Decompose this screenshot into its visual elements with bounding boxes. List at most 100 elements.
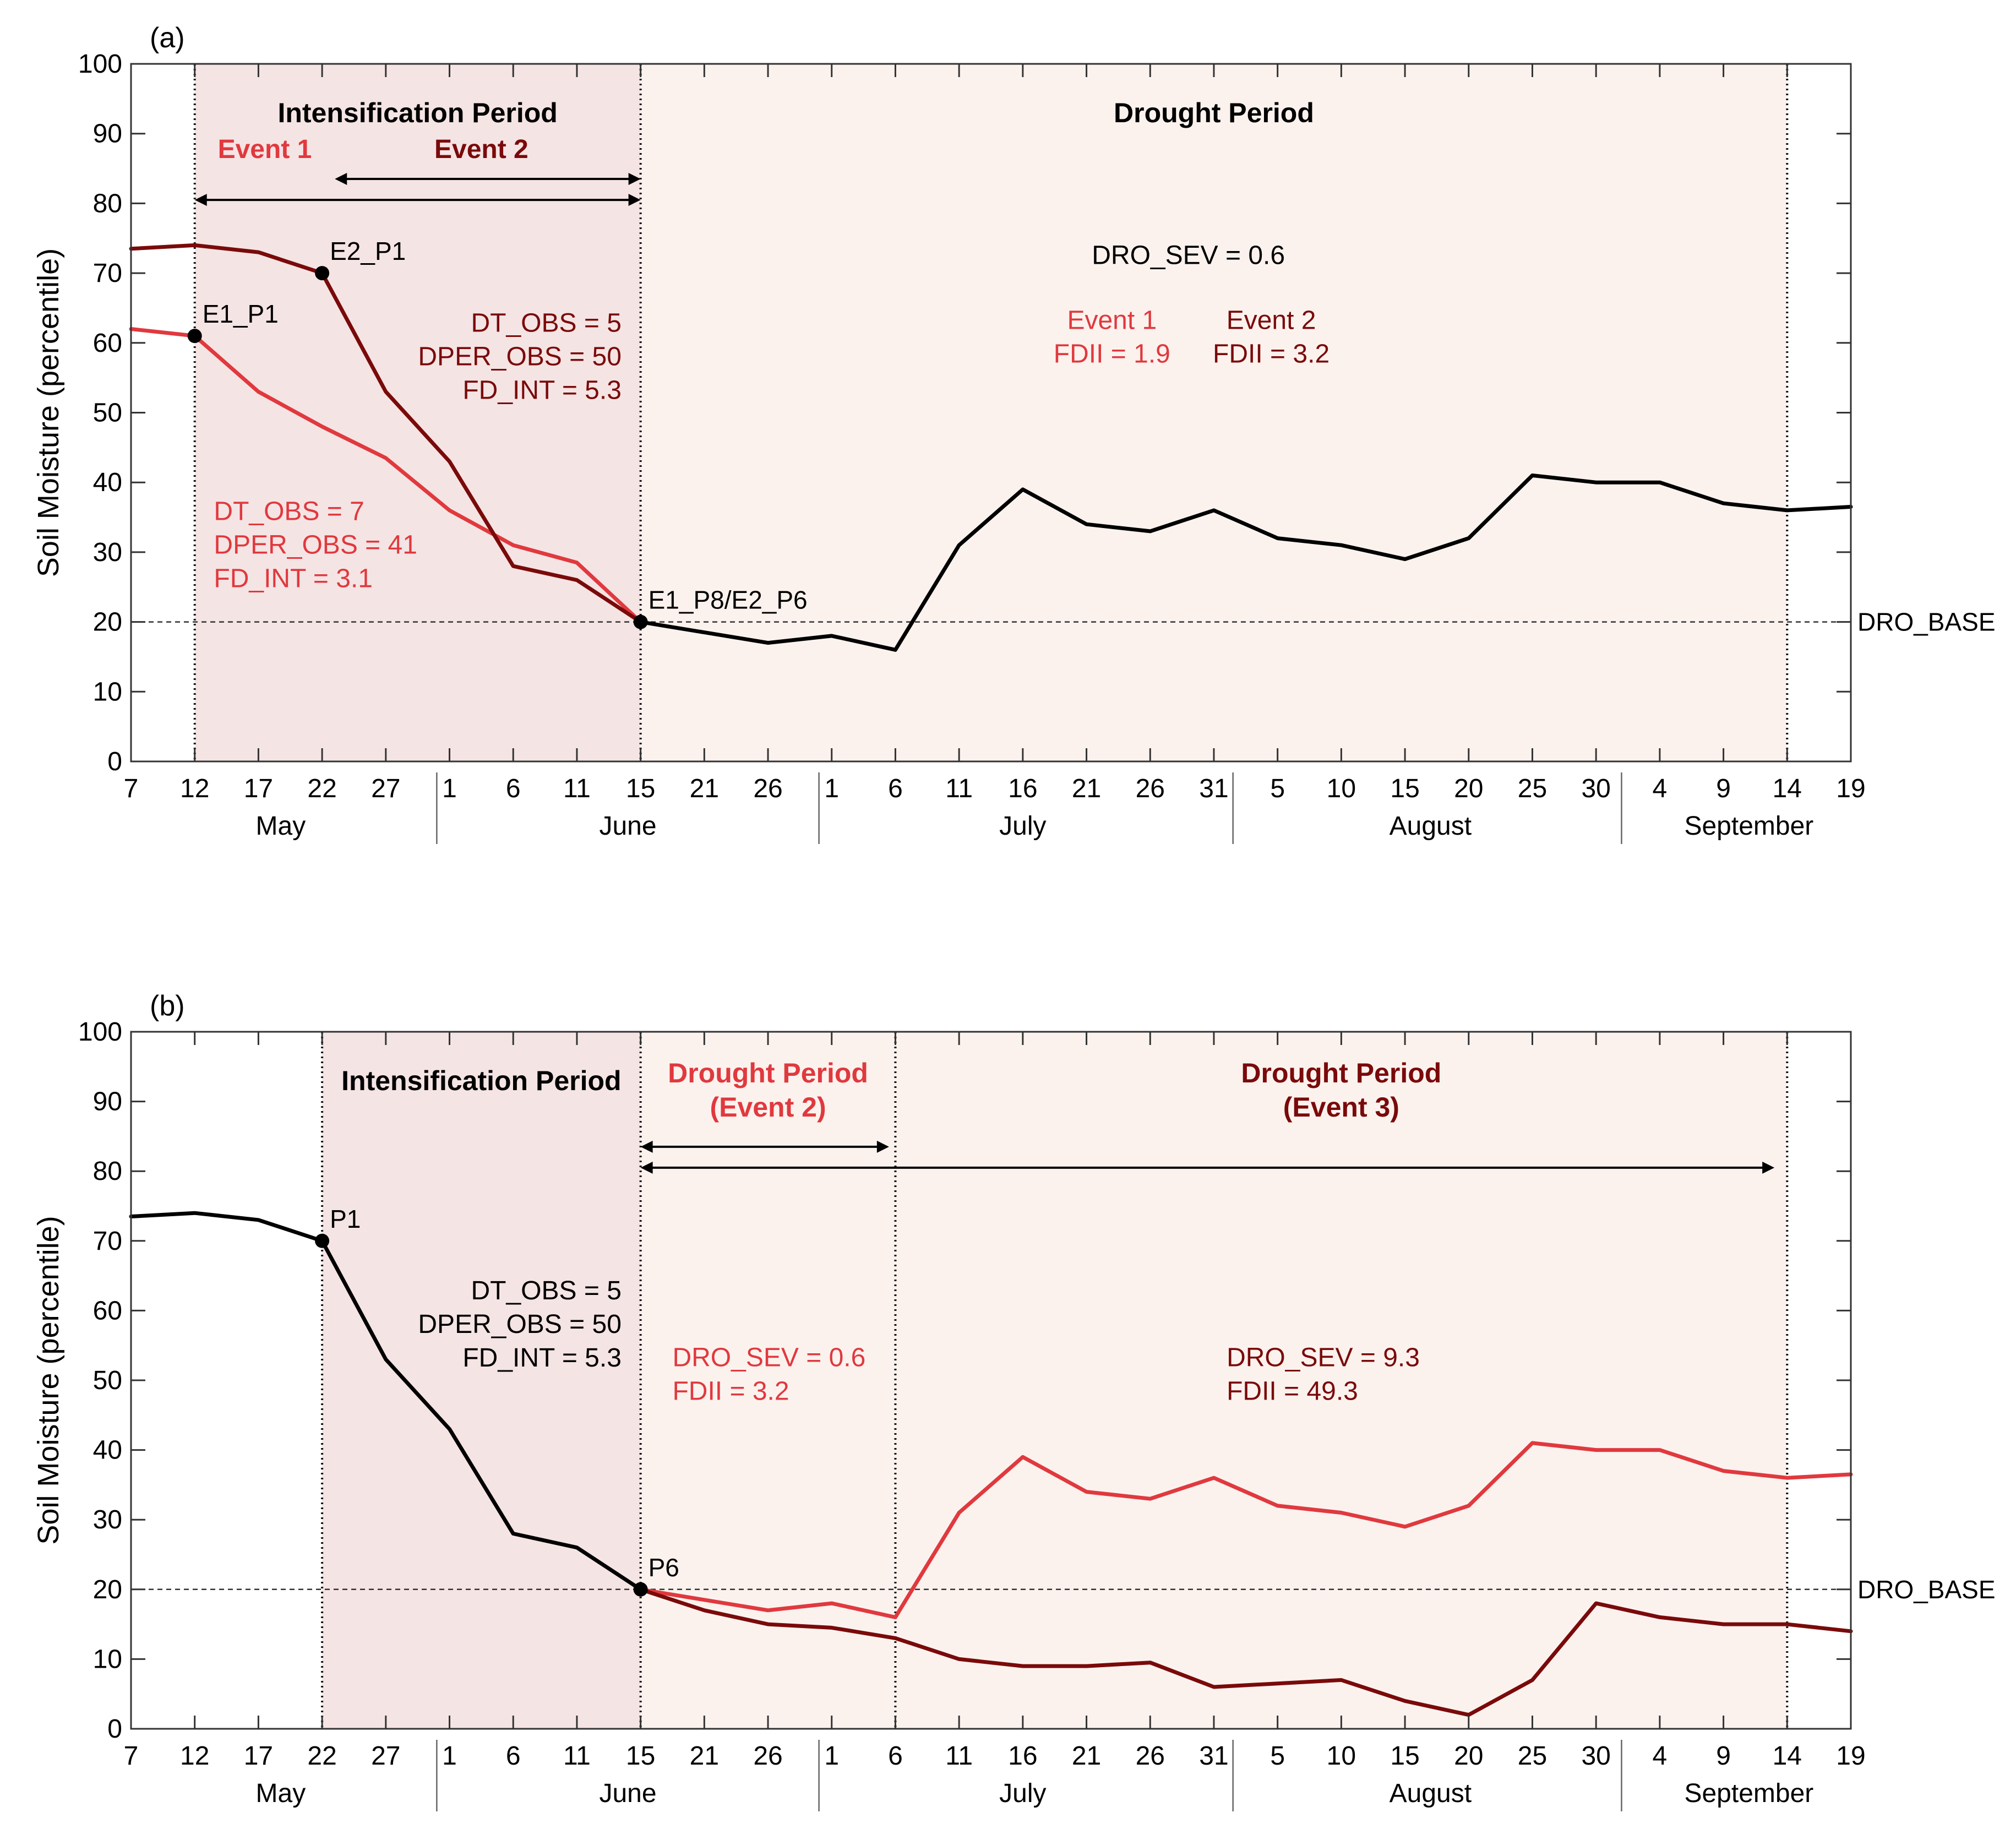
series-line-drought — [639, 473, 1853, 652]
arrow-head-right — [876, 1140, 889, 1153]
annotation-text: FDII = 3.2 — [1213, 339, 1330, 368]
y-tick-label: 80 — [93, 1157, 122, 1186]
x-tick-label: 19 — [1836, 1741, 1865, 1771]
month-label: September — [1684, 1779, 1813, 1808]
x-tick-label: 12 — [180, 1741, 209, 1771]
annotation-text: DT_OBS = 5 — [471, 309, 621, 338]
period-title: Drought Period (Event 3) — [1241, 1058, 1441, 1123]
x-tick-label: 5 — [1270, 1741, 1285, 1771]
annotation-text: DT_OBS = 7 — [214, 497, 364, 526]
y-tick-label: 70 — [93, 259, 122, 288]
y-tick-label: 10 — [93, 677, 122, 706]
x-tick-label: 22 — [307, 1741, 336, 1771]
annotation-text: Event 2 — [1227, 306, 1316, 335]
y-tick-label: 40 — [93, 468, 122, 497]
y-tick-label: 90 — [93, 119, 122, 149]
x-tick-label: 21 — [1072, 1741, 1101, 1771]
key-point-label: E1_P1 — [203, 300, 279, 328]
series-line-event-3 — [639, 1587, 1853, 1717]
annotation-text: FD_INT = 5.3 — [462, 376, 622, 405]
month-label: June — [599, 812, 656, 841]
x-tick-label: 10 — [1327, 1741, 1356, 1771]
panel-label: (b) — [150, 990, 185, 1022]
annotation-text: DRO_SEV = 0.6 — [1092, 241, 1285, 270]
y-tick-label: 0 — [107, 747, 122, 776]
month-label: May — [256, 1779, 306, 1808]
x-tick-label: 16 — [1008, 774, 1037, 803]
key-point-marker — [633, 614, 648, 629]
y-tick-label: 60 — [93, 1296, 122, 1325]
annotation-text: FDII = 1.9 — [1054, 339, 1170, 368]
annotation-text: DRO_SEV = 9.3 — [1227, 1343, 1420, 1373]
x-tick-label: 27 — [371, 1741, 400, 1771]
month-label: August — [1390, 1779, 1472, 1808]
x-tick-label: 7 — [124, 774, 139, 803]
panel-label: (a) — [150, 22, 185, 54]
x-tick-label: 6 — [888, 1741, 903, 1771]
x-tick-label: 1 — [442, 1741, 457, 1771]
x-tick-label: 4 — [1653, 1741, 1668, 1771]
x-tick-label: 25 — [1518, 774, 1547, 803]
month-label: September — [1684, 812, 1813, 841]
x-tick-label: 22 — [307, 774, 336, 803]
y-axis-title: Soil Moisture (percentile) — [32, 1216, 65, 1544]
y-tick-label: 50 — [93, 1366, 122, 1395]
annotation-text: FD_INT = 3.1 — [214, 564, 373, 594]
y-axis-title: Soil Moisture (percentile) — [32, 248, 65, 577]
x-tick-label: 5 — [1270, 774, 1285, 803]
y-tick-label: 20 — [93, 1575, 122, 1604]
month-label: July — [999, 1779, 1046, 1808]
arrow-head-right — [628, 194, 641, 206]
x-tick-label: 15 — [1390, 1741, 1419, 1771]
annotation-text: DPER_OBS = 50 — [418, 1310, 622, 1339]
y-tick-label: 10 — [93, 1645, 122, 1674]
annotation-text: Event 2 — [434, 135, 528, 164]
x-tick-label: 30 — [1581, 1741, 1610, 1771]
period-title: Intensification Period — [341, 1065, 621, 1096]
period-shade-drought — [640, 1032, 896, 1729]
x-tick-label: 9 — [1716, 774, 1731, 803]
x-tick-label: 20 — [1454, 774, 1483, 803]
x-tick-label: 11 — [945, 774, 973, 803]
x-tick-label: 10 — [1327, 774, 1356, 803]
annotation-text: Event 1 — [218, 135, 312, 164]
period-title: Intensification Period — [277, 97, 557, 128]
x-tick-label: 31 — [1199, 774, 1228, 803]
annotation-text: DRO_SEV = 0.6 — [672, 1343, 865, 1373]
arrow-head-left — [640, 1161, 653, 1174]
period-title: Drought Period (Event 2) — [668, 1058, 868, 1123]
key-point-marker — [315, 1233, 330, 1248]
y-tick-label: 50 — [93, 399, 122, 428]
series-line-event-2 — [129, 243, 643, 624]
x-tick-label: 1 — [824, 774, 839, 803]
x-tick-label: 26 — [1136, 1741, 1165, 1771]
annotation-text: FDII = 3.2 — [672, 1377, 789, 1406]
month-label: May — [256, 812, 306, 841]
panel-a-chart: DRO_BASE 0 10 20 30 40 50 60 70 80 90 100 Soil Moist… — [32, 22, 1996, 844]
x-tick-label: 15 — [626, 1741, 655, 1771]
threshold-label: DRO_BASE — [1857, 1575, 1996, 1604]
period-shade-intensification — [194, 64, 641, 761]
x-tick-label: 15 — [626, 774, 655, 803]
x-tick-label: 21 — [690, 774, 719, 803]
arrow-head-left — [194, 194, 207, 206]
series-line-event-2 — [639, 1441, 1853, 1619]
x-tick-label: 12 — [180, 774, 209, 803]
y-tick-label: 70 — [93, 1227, 122, 1256]
y-tick-label: 40 — [93, 1436, 122, 1465]
y-tick-label: 30 — [93, 538, 122, 567]
x-tick-label: 11 — [563, 774, 591, 803]
month-label: June — [599, 1779, 656, 1808]
x-tick-label: 9 — [1716, 1741, 1731, 1771]
period-shade-drought — [640, 64, 1788, 761]
month-label: July — [999, 812, 1046, 841]
x-tick-label: 17 — [244, 1741, 273, 1771]
annotation-text: DPER_OBS = 50 — [418, 342, 622, 372]
key-point-label: E2_P1 — [330, 237, 406, 265]
key-point-marker — [633, 1582, 648, 1597]
x-tick-label: 26 — [753, 1741, 782, 1771]
month-label: August — [1390, 812, 1472, 841]
x-tick-label: 30 — [1581, 774, 1610, 803]
x-tick-label: 1 — [442, 774, 457, 803]
annotation-text: DPER_OBS = 41 — [214, 531, 417, 560]
